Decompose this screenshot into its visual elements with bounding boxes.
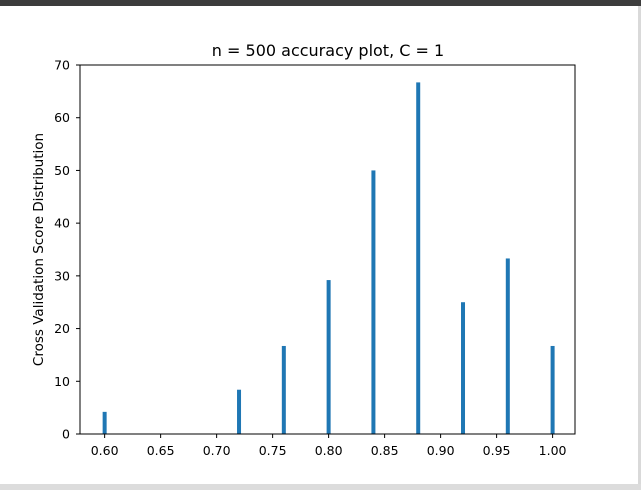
bar [326, 280, 331, 434]
bar [461, 302, 466, 434]
y-tick-label: 10 [54, 374, 70, 389]
bars-group [102, 82, 555, 434]
bar [371, 170, 376, 434]
window-top-bar [0, 0, 641, 6]
x-tick-label: 0.65 [147, 443, 175, 458]
y-tick-label: 0 [62, 427, 70, 442]
x-ticks-group: 0.60 0.65 0.70 0.75 0.80 0.85 0.90 0.95 1.00 [91, 434, 567, 458]
bar [416, 82, 421, 434]
window-bottom-edge [0, 484, 641, 490]
y-tick-label: 70 [54, 58, 70, 73]
x-tick-label: 0.85 [371, 443, 399, 458]
chart-title: n = 500 accuracy plot, C = 1 [212, 41, 444, 60]
x-tick-label: 0.75 [259, 443, 287, 458]
plot-frame [79, 64, 576, 435]
bar [237, 389, 242, 434]
x-tick-label: 0.95 [483, 443, 511, 458]
x-tick-label: 0.70 [203, 443, 231, 458]
y-axis-label: Cross Validation Score Distribution [31, 133, 47, 366]
bar [102, 411, 107, 434]
bar [281, 345, 286, 434]
y-tick-label: 60 [54, 110, 70, 125]
bar [550, 345, 555, 434]
x-tick-label: 1.00 [539, 443, 567, 458]
y-tick-label: 20 [54, 321, 70, 336]
window-right-edge [638, 6, 641, 484]
y-tick-label: 50 [54, 163, 70, 178]
x-tick-label: 0.60 [91, 443, 119, 458]
x-tick-label: 0.80 [315, 443, 343, 458]
bar [505, 258, 510, 434]
x-tick-label: 0.90 [427, 443, 455, 458]
y-tick-label: 40 [54, 216, 70, 231]
y-tick-label: 30 [54, 268, 70, 283]
y-ticks-group: 0 10 20 30 40 50 60 70 [54, 58, 80, 442]
